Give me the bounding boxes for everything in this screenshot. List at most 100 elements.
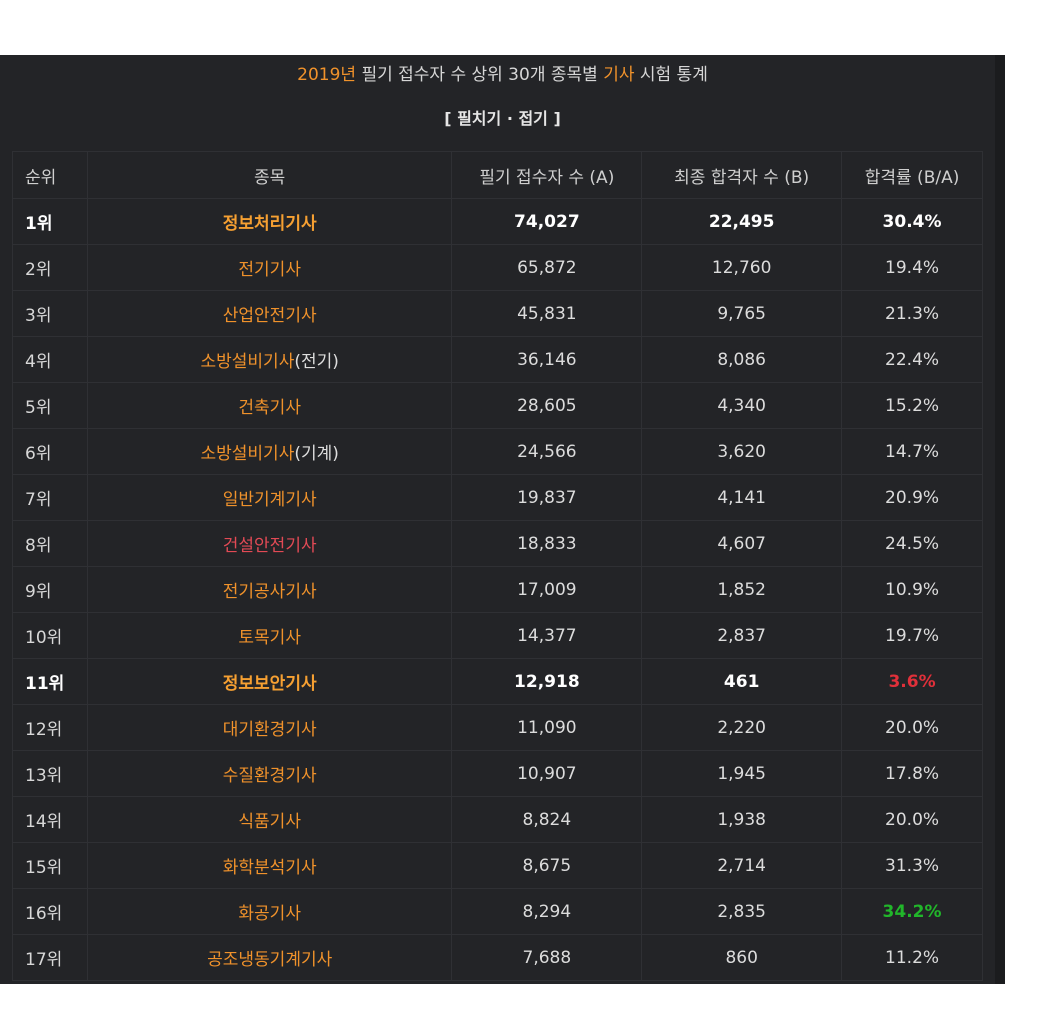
- title-kisa: 기사: [603, 65, 635, 85]
- table-row: 4위 소방설비기사(전기) 36,146 8,086 22.4%: [12, 336, 983, 383]
- subject-name: 대기환경기사: [222, 720, 317, 740]
- header-rate: 합격률 (B/A): [841, 151, 983, 199]
- rank-cell: 9위: [12, 566, 88, 613]
- table-row: 17위 공조냉동기계기사 7,688 860 11.2%: [12, 934, 983, 981]
- rate-cell: 20.9%: [841, 474, 983, 521]
- table-row: 12위 대기환경기사 11,090 2,220 20.0%: [12, 704, 983, 751]
- passed-cell: 2,837: [641, 612, 843, 659]
- rate-cell: 24.5%: [841, 520, 983, 567]
- subject-cell: 산업안전기사: [86, 290, 453, 337]
- rate-cell: 19.7%: [841, 612, 983, 659]
- subject-name: 건설안전기사: [222, 536, 317, 556]
- applicants-cell: 10,907: [451, 750, 643, 797]
- subject-name: 소방설비기사: [200, 444, 295, 464]
- rank-cell: 4위: [12, 336, 88, 383]
- subject-cell: 소방설비기사(기계): [86, 428, 453, 475]
- rate-cell: 3.6%: [841, 658, 983, 705]
- header-applicants: 필기 접수자 수 (A): [451, 151, 643, 199]
- subject-cell: 소방설비기사(전기): [86, 336, 453, 383]
- passed-cell: 2,220: [641, 704, 843, 751]
- rank-cell: 12위: [12, 704, 88, 751]
- table-row: 3위 산업안전기사 45,831 9,765 21.3%: [12, 290, 983, 337]
- applicants-cell: 18,833: [451, 520, 643, 567]
- subject-name: 정보보안기사: [222, 674, 317, 694]
- rate-cell: 30.4%: [841, 198, 983, 245]
- passed-cell: 1,852: [641, 566, 843, 613]
- title-mid: 필기 접수자 수 상위 30개 종목별: [356, 65, 604, 85]
- applicants-cell: 8,675: [451, 842, 643, 889]
- applicants-cell: 8,824: [451, 796, 643, 843]
- rank-cell: 8위: [12, 520, 88, 567]
- applicants-cell: 65,872: [451, 244, 643, 291]
- subject-name: 화공기사: [238, 904, 301, 924]
- passed-cell: 1,945: [641, 750, 843, 797]
- title-year: 2019년: [297, 65, 357, 85]
- subject-cell: 정보보안기사: [86, 658, 453, 705]
- fold-toggle[interactable]: [ 필치기 · 접기 ]: [444, 109, 561, 128]
- table-row: 13위 수질환경기사 10,907 1,945 17.8%: [12, 750, 983, 797]
- subject-name: 토목기사: [238, 628, 301, 648]
- rank-cell: 10위: [12, 612, 88, 659]
- rank-cell: 2위: [12, 244, 88, 291]
- subject-cell: 식품기사: [86, 796, 453, 843]
- subject-cell: 전기기사: [86, 244, 453, 291]
- subject-cell: 전기공사기사: [86, 566, 453, 613]
- table-row: 8위 건설안전기사 18,833 4,607 24.5%: [12, 520, 983, 567]
- header-subject: 종목: [86, 151, 453, 199]
- subject-cell: 화공기사: [86, 888, 453, 935]
- passed-cell: 4,607: [641, 520, 843, 567]
- rate-cell: 17.8%: [841, 750, 983, 797]
- table-row: 16위 화공기사 8,294 2,835 34.2%: [12, 888, 983, 935]
- passed-cell: 860: [641, 934, 843, 981]
- applicants-cell: 45,831: [451, 290, 643, 337]
- passed-cell: 3,620: [641, 428, 843, 475]
- header-rank: 순위: [12, 151, 88, 199]
- subject-cell: 일반기계기사: [86, 474, 453, 521]
- passed-cell: 2,835: [641, 888, 843, 935]
- rank-cell: 16위: [12, 888, 88, 935]
- table-row: 11위 정보보안기사 12,918 461 3.6%: [12, 658, 983, 705]
- rate-cell: 20.0%: [841, 796, 983, 843]
- subject-name: 정보처리기사: [222, 214, 317, 234]
- subject-name: 전기기사: [238, 260, 301, 280]
- applicants-cell: 24,566: [451, 428, 643, 475]
- stats-table: 순위 종목 필기 접수자 수 (A) 최종 합격자 수 (B) 합격률 (B/A…: [12, 151, 983, 981]
- applicants-cell: 7,688: [451, 934, 643, 981]
- rate-cell: 34.2%: [841, 888, 983, 935]
- rank-cell: 13위: [12, 750, 88, 797]
- rank-cell: 11위: [12, 658, 88, 705]
- rank-cell: 17위: [12, 934, 88, 981]
- applicants-cell: 8,294: [451, 888, 643, 935]
- table-row: 15위 화학분석기사 8,675 2,714 31.3%: [12, 842, 983, 889]
- stats-panel: 2019년 필기 접수자 수 상위 30개 종목별 기사 시험 통계 [ 필치기…: [0, 55, 1005, 984]
- passed-cell: 8,086: [641, 336, 843, 383]
- passed-cell: 461: [641, 658, 843, 705]
- subject-name: 식품기사: [238, 812, 301, 832]
- table-row: 7위 일반기계기사 19,837 4,141 20.9%: [12, 474, 983, 521]
- rank-cell: 7위: [12, 474, 88, 521]
- rate-cell: 14.7%: [841, 428, 983, 475]
- rate-cell: 31.3%: [841, 842, 983, 889]
- table-row: 2위 전기기사 65,872 12,760 19.4%: [12, 244, 983, 291]
- passed-cell: 1,938: [641, 796, 843, 843]
- header-passed: 최종 합격자 수 (B): [641, 151, 843, 199]
- rank-cell: 14위: [12, 796, 88, 843]
- applicants-cell: 36,146: [451, 336, 643, 383]
- subject-name: 소방설비기사: [200, 352, 295, 372]
- subject-name: 건축기사: [238, 398, 301, 418]
- rate-cell: 15.2%: [841, 382, 983, 429]
- table-title: 2019년 필기 접수자 수 상위 30개 종목별 기사 시험 통계: [0, 55, 1005, 95]
- subject-name: 일반기계기사: [222, 490, 317, 510]
- applicants-cell: 14,377: [451, 612, 643, 659]
- applicants-cell: 11,090: [451, 704, 643, 751]
- rate-cell: 19.4%: [841, 244, 983, 291]
- passed-cell: 2,714: [641, 842, 843, 889]
- subject-qualifier: (기계): [294, 444, 339, 464]
- passed-cell: 9,765: [641, 290, 843, 337]
- subject-cell: 수질환경기사: [86, 750, 453, 797]
- subject-cell: 건축기사: [86, 382, 453, 429]
- rank-cell: 1위: [12, 198, 88, 245]
- rate-cell: 10.9%: [841, 566, 983, 613]
- subject-cell: 화학분석기사: [86, 842, 453, 889]
- subject-name: 산업안전기사: [222, 306, 317, 326]
